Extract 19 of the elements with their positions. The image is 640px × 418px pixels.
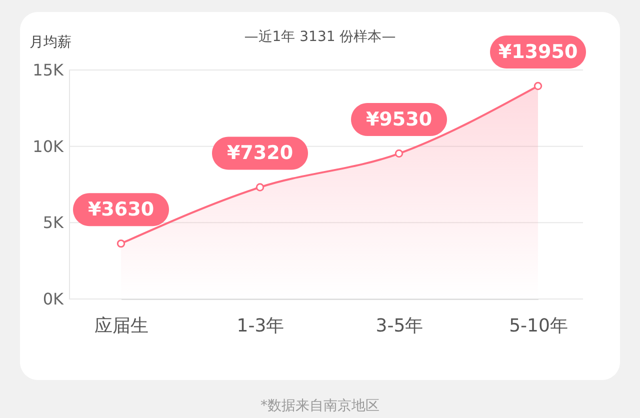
- x-tick-label: 1-3年: [236, 316, 284, 336]
- x-tick-label: 应届生: [94, 316, 148, 336]
- point: [256, 183, 264, 192]
- data-label: ¥9530: [366, 108, 432, 131]
- y-tick-label: 15K: [32, 60, 64, 80]
- chart-title: —近1年 3131 份样本—: [244, 29, 396, 45]
- point: [534, 82, 542, 90]
- data-label: ¥13950: [498, 41, 578, 64]
- y-tick-label: 10K: [32, 136, 64, 156]
- x-tick-label: 3-5年: [376, 316, 424, 336]
- point: [116, 239, 126, 248]
- y-tick-label: 5K: [42, 213, 64, 232]
- y-axis-title: 月均薪: [30, 34, 72, 50]
- data-label: ¥3630: [88, 198, 154, 221]
- x-tick-label: 5-10年: [509, 316, 568, 336]
- point: [394, 149, 404, 158]
- y-tick-label: 0K: [42, 290, 64, 308]
- text: *数据来自南京地区: [260, 398, 380, 414]
- data-label: ¥7320: [226, 142, 294, 164]
